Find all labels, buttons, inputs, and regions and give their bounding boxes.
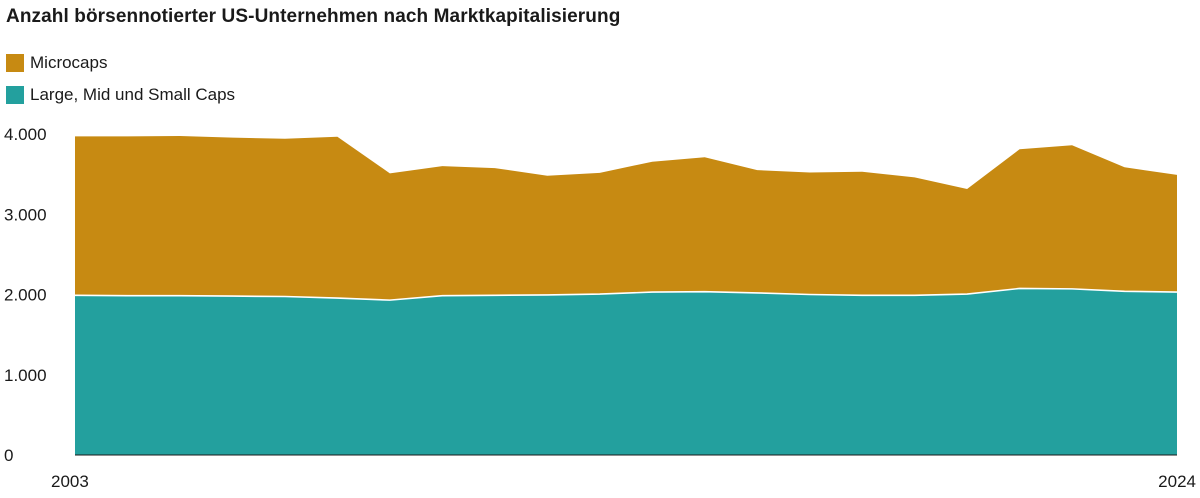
legend-swatch-microcaps xyxy=(6,54,24,72)
legend: Microcaps Large, Mid und Small Caps xyxy=(6,47,235,111)
chart-title: Anzahl börsennotierter US-Unternehmen na… xyxy=(6,6,621,27)
series-boundary-line xyxy=(74,287,1178,301)
area-large-mid-small-caps xyxy=(75,288,1177,455)
y-tick-label: 4.000 xyxy=(4,125,47,144)
area-microcaps xyxy=(75,136,1177,301)
legend-label-microcaps: Microcaps xyxy=(30,53,108,72)
x-tick-label: 2003 xyxy=(51,472,89,491)
legend-swatch-large-mid-small-caps xyxy=(6,86,24,104)
legend-label-large-mid-small-caps: Large, Mid und Small Caps xyxy=(30,85,236,104)
legend-item-large-mid-small-caps: Large, Mid und Small Caps xyxy=(6,79,235,111)
y-tick-label: 3.000 xyxy=(4,205,47,224)
y-tick-label: 1.000 xyxy=(4,366,47,385)
legend-item-microcaps: Microcaps xyxy=(6,47,235,79)
y-tick-label: 0 xyxy=(4,446,13,465)
y-tick-label: 2.000 xyxy=(4,286,47,305)
x-tick-label: 2024 xyxy=(1158,472,1196,491)
